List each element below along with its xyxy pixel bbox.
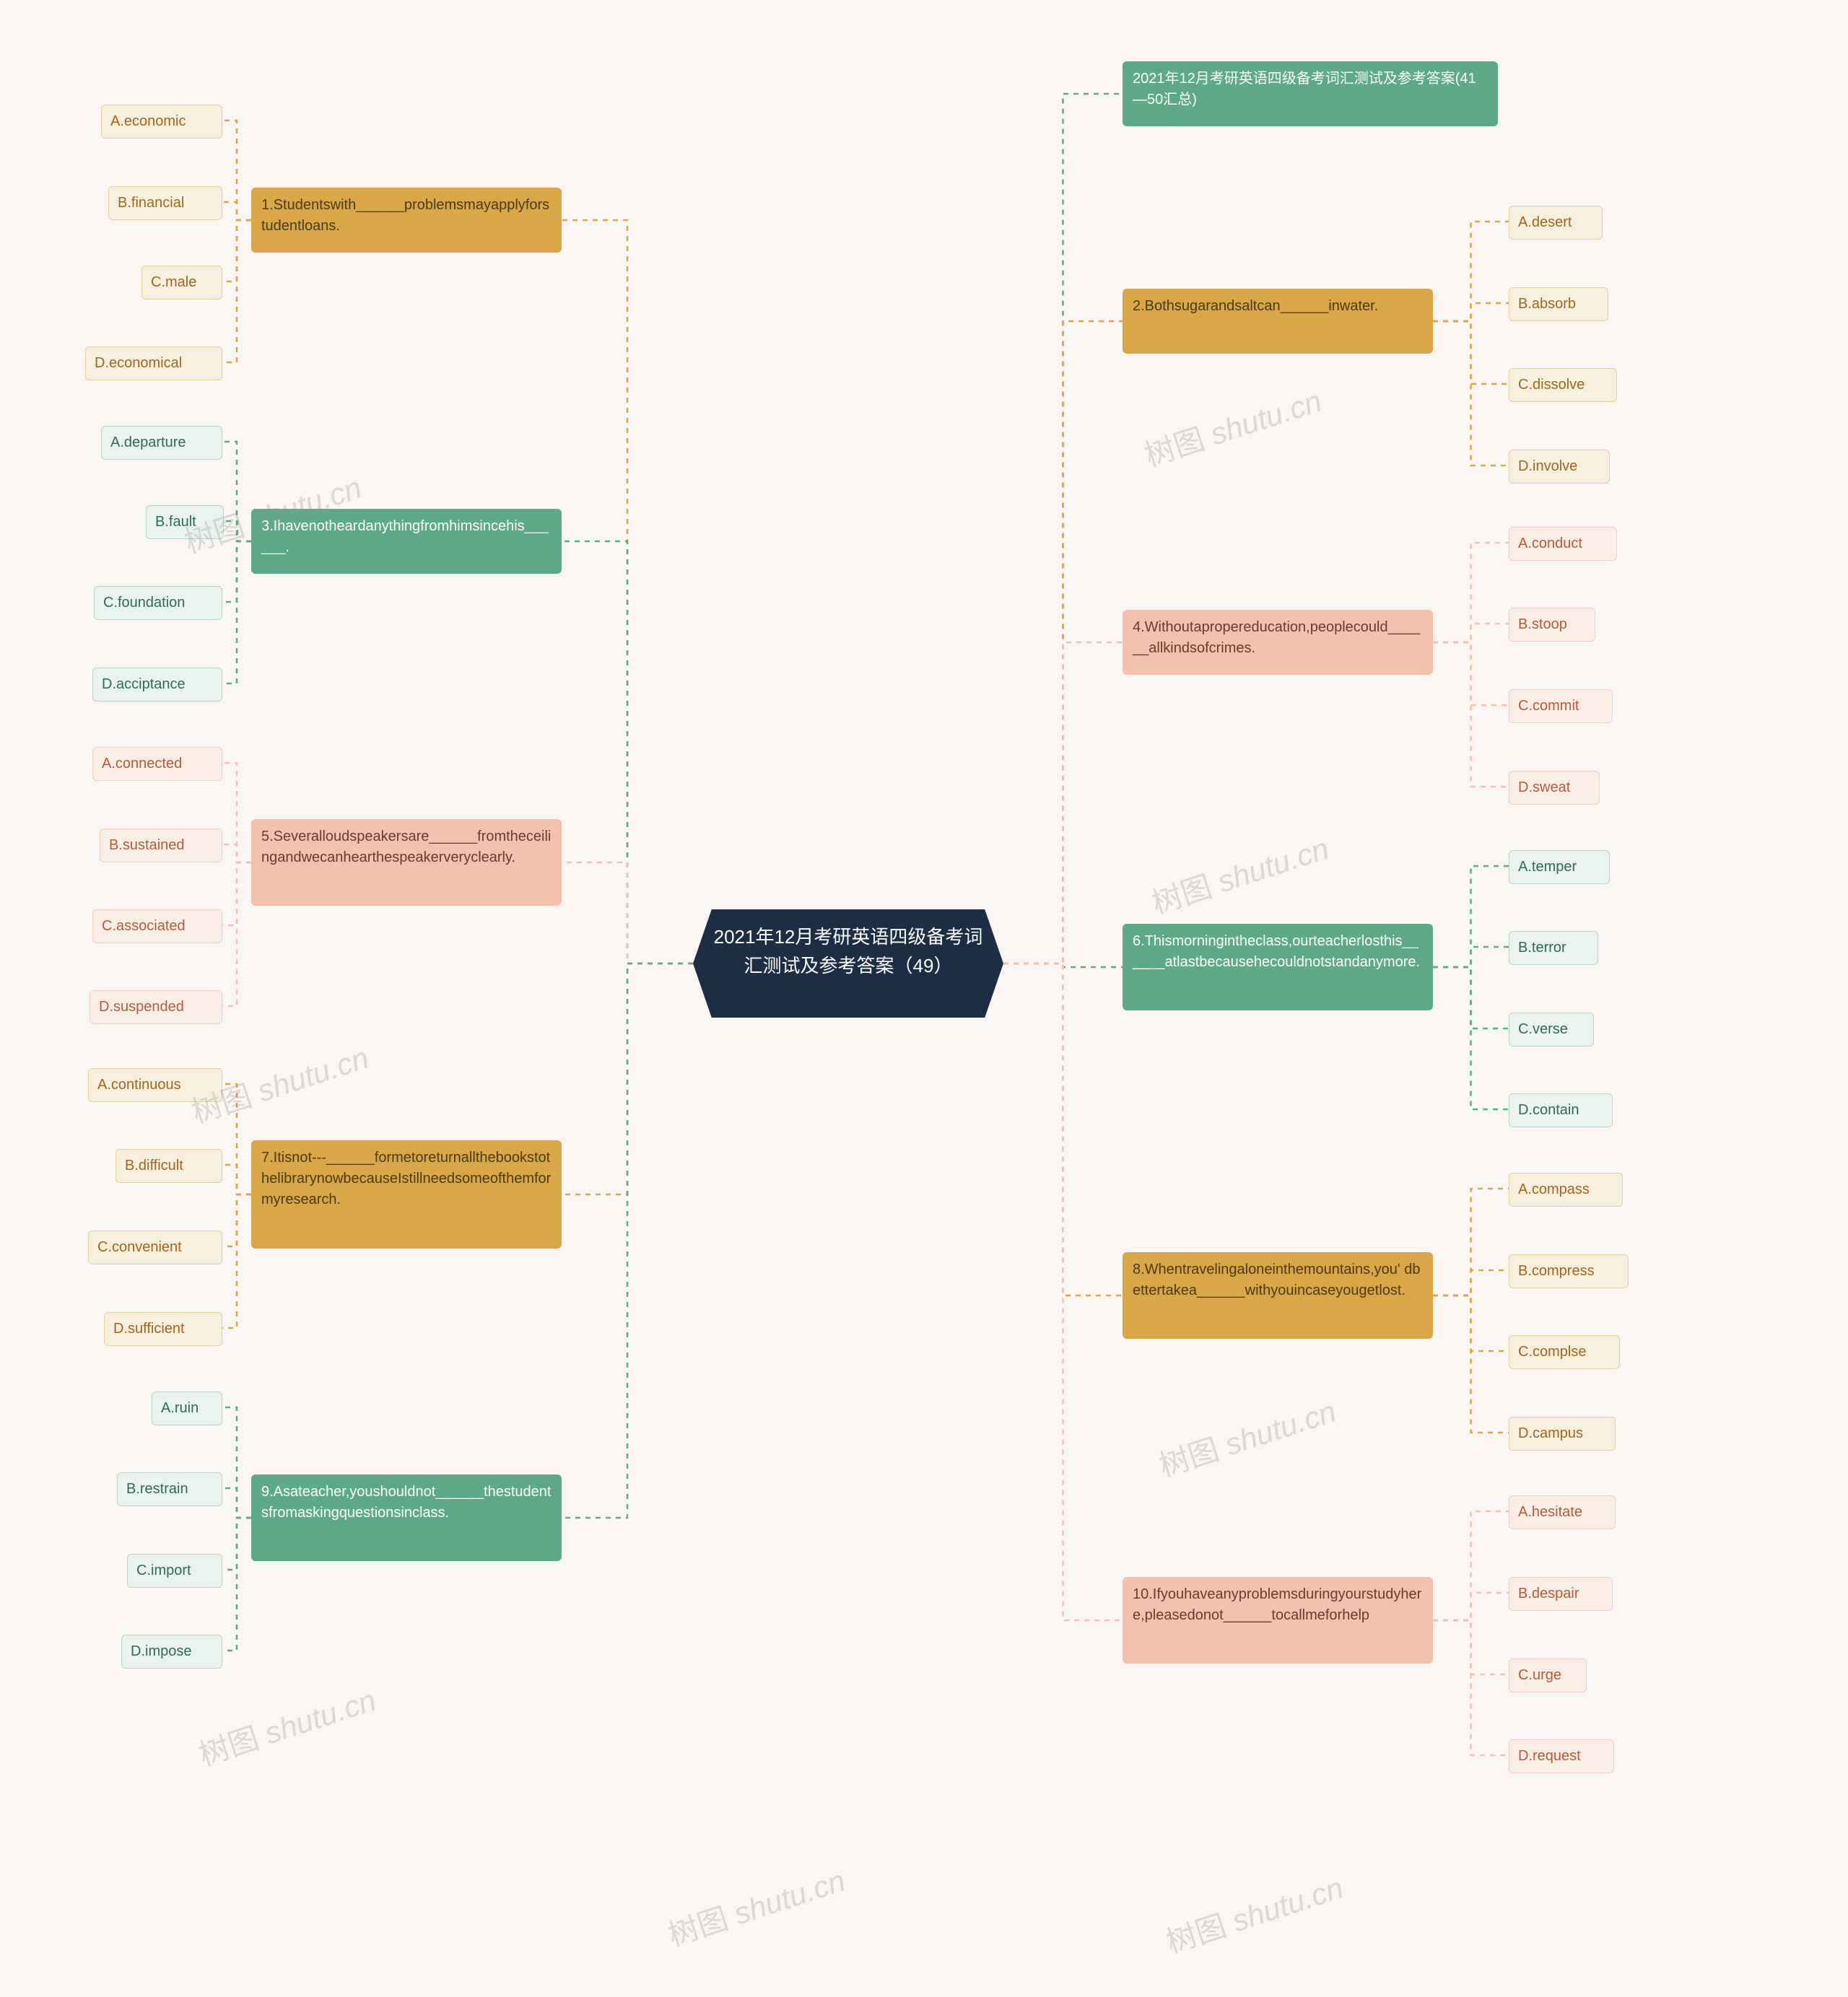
q6-node: 6.Thismorningintheclass,ourteacherlosthi…	[1123, 924, 1433, 1010]
q2-opt-c: C.dissolve	[1509, 368, 1617, 402]
q9-opt-c: C.import	[127, 1554, 222, 1588]
q9-node: 9.Asateacher,youshouldnot______thestuden…	[251, 1474, 562, 1561]
q10-opt-c: C.urge	[1509, 1659, 1587, 1692]
q5-opt-b: B.sustained	[100, 829, 222, 862]
q1-node: 1.Studentswith______problemsmayapplyfors…	[251, 188, 562, 253]
q5-opt-a: A.connected	[92, 747, 222, 781]
mindmap-canvas: 2021年12月考研英语四级备考词汇测试及参考答案（49） 2021年12月考研英…	[0, 0, 1848, 1997]
q6-opt-d: D.contain	[1509, 1093, 1613, 1127]
q8-opt-d: D.campus	[1509, 1417, 1616, 1451]
watermark: 树图 shutu.cn	[662, 1856, 850, 1955]
q4-node: 4.Withoutapropereducation,peoplecould___…	[1123, 610, 1433, 675]
q7-opt-b: B.difficult	[116, 1149, 222, 1183]
q4-opt-b: B.stoop	[1509, 608, 1595, 642]
summary-node: 2021年12月考研英语四级备考词汇测试及参考答案(41—50汇总)	[1123, 61, 1498, 126]
q4-opt-c: C.commit	[1509, 689, 1613, 723]
q3-opt-a: A.departure	[101, 426, 222, 460]
q3-node: 3.Ihavenotheardanythingfromhimsincehis__…	[251, 509, 562, 574]
q10-opt-d: D.request	[1509, 1739, 1614, 1773]
q10-opt-a: A.hesitate	[1509, 1495, 1616, 1529]
q5-opt-d: D.suspended	[90, 990, 222, 1024]
q1-opt-a: A.economic	[101, 105, 222, 139]
watermark: 树图 shutu.cn	[1153, 1387, 1341, 1486]
q6-opt-b: B.terror	[1509, 931, 1598, 965]
q8-node: 8.Whentravelingaloneinthemountains,you' …	[1123, 1252, 1433, 1339]
q4-opt-a: A.conduct	[1509, 527, 1617, 561]
q5-opt-c: C.associated	[92, 909, 222, 943]
q1-opt-b: B.financial	[108, 186, 222, 220]
q2-opt-b: B.absorb	[1509, 287, 1608, 321]
q9-opt-a: A.ruin	[152, 1391, 222, 1425]
q7-opt-c: C.convenient	[88, 1231, 222, 1264]
q6-opt-a: A.temper	[1509, 850, 1610, 884]
q8-opt-a: A.compass	[1509, 1173, 1623, 1207]
q1-opt-c: C.male	[141, 266, 222, 300]
watermark: 树图 shutu.cn	[1138, 377, 1327, 476]
root-node: 2021年12月考研英语四级备考词汇测试及参考答案（49）	[693, 909, 1003, 1018]
q2-opt-a: A.desert	[1509, 206, 1603, 240]
q10-opt-b: B.despair	[1509, 1577, 1613, 1611]
q6-opt-c: C.verse	[1509, 1013, 1594, 1046]
q8-opt-c: C.complse	[1509, 1335, 1620, 1369]
q3-opt-c: C.foundation	[94, 586, 222, 620]
q5-node: 5.Severalloudspeakersare______fromthecei…	[251, 819, 562, 906]
q9-opt-d: D.impose	[121, 1635, 222, 1669]
watermark: 树图 shutu.cn	[193, 1676, 381, 1775]
q10-node: 10.Ifyouhaveanyproblemsduringyourstudyhe…	[1123, 1577, 1433, 1664]
q4-opt-d: D.sweat	[1509, 771, 1600, 805]
q7-opt-d: D.sufficient	[104, 1312, 222, 1346]
q7-opt-a: A.continuous	[88, 1068, 222, 1102]
q2-opt-d: D.involve	[1509, 450, 1610, 484]
q2-node: 2.Bothsugarandsaltcan______inwater.	[1123, 289, 1433, 354]
watermark: 树图 shutu.cn	[1160, 1863, 1348, 1962]
q3-opt-d: D.acciptance	[92, 668, 222, 702]
q7-node: 7.Itisnot---______formetoreturnalltheboo…	[251, 1140, 562, 1249]
q1-opt-d: D.economical	[85, 346, 222, 380]
watermark: 树图 shutu.cn	[1146, 824, 1334, 923]
q8-opt-b: B.compress	[1509, 1254, 1629, 1288]
q9-opt-b: B.restrain	[117, 1472, 222, 1506]
q3-opt-b: B.fault	[146, 505, 224, 539]
